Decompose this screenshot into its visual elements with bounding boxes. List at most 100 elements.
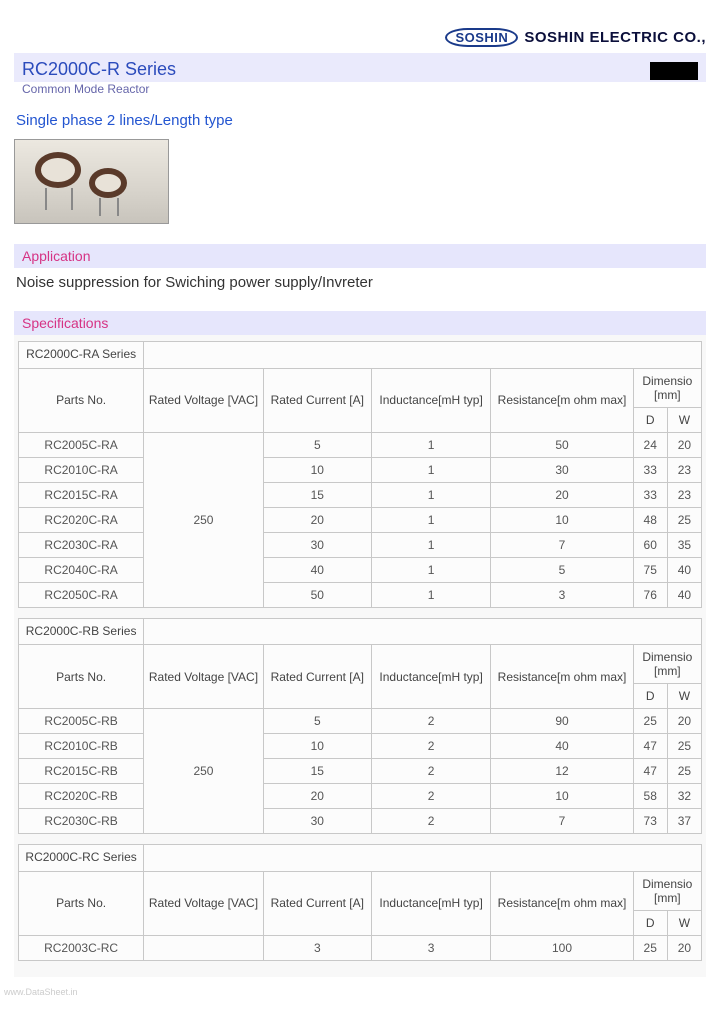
cell-w: 25 [667, 734, 701, 759]
cell-part: RC2020C-RA [19, 507, 144, 532]
phase-heading: Single phase 2 lines/Length type [16, 112, 706, 129]
col-w: W [667, 684, 701, 709]
cell-d: 60 [633, 532, 667, 557]
cell-part: RC2003C-RC [19, 935, 144, 960]
cell-d: 47 [633, 734, 667, 759]
cell-d: 76 [633, 582, 667, 607]
cell-resistance: 30 [491, 457, 633, 482]
cell-inductance: 1 [371, 557, 491, 582]
header-block [650, 62, 698, 80]
spec-table: RC2000C-RB SeriesParts No.Rated Voltage … [18, 618, 702, 835]
col-inductance: Inductance[mH typ] [371, 368, 491, 432]
cell-w: 37 [667, 809, 701, 834]
cell-inductance: 3 [371, 935, 491, 960]
cell-current: 40 [263, 557, 371, 582]
cell-current: 30 [263, 809, 371, 834]
col-d: D [633, 407, 667, 432]
cell-w: 25 [667, 507, 701, 532]
cell-current: 10 [263, 734, 371, 759]
cell-part: RC2020C-RB [19, 784, 144, 809]
table-row: RC2020C-RB202105832 [19, 784, 702, 809]
col-w: W [667, 910, 701, 935]
col-w: W [667, 407, 701, 432]
subtitle: Common Mode Reactor [14, 82, 706, 96]
table-row: RC2020C-RA201104825 [19, 507, 702, 532]
application-text: Noise suppression for Swiching power sup… [14, 268, 706, 307]
cell-w: 32 [667, 784, 701, 809]
cell-inductance: 1 [371, 507, 491, 532]
col-current: Rated Current [A] [263, 645, 371, 709]
series-header-blank [144, 845, 702, 872]
cell-resistance: 90 [491, 709, 633, 734]
col-inductance: Inductance[mH typ] [371, 645, 491, 709]
cell-part: RC2015C-RA [19, 482, 144, 507]
cell-resistance: 10 [491, 507, 633, 532]
cell-w: 20 [667, 935, 701, 960]
cell-resistance: 5 [491, 557, 633, 582]
cell-w: 35 [667, 532, 701, 557]
cell-voltage: 250 [144, 709, 264, 834]
table-row: RC2015C-RA151203323 [19, 482, 702, 507]
cell-current: 5 [263, 432, 371, 457]
col-current: Rated Current [A] [263, 368, 371, 432]
table-row: RC2050C-RA 50137640 [19, 582, 702, 607]
series-name-cell: RC2000C-RA Series [19, 342, 144, 369]
cell-current: 50 [263, 582, 371, 607]
cell-inductance: 1 [371, 482, 491, 507]
table-row: RC2015C-RB152124725 [19, 759, 702, 784]
table-row: RC2030C-RB30277337 [19, 809, 702, 834]
section-application: Application [14, 244, 706, 268]
col-voltage: Rated Voltage [VAC] [144, 645, 264, 709]
toroid-icon [35, 152, 81, 188]
cell-inductance: 1 [371, 532, 491, 557]
company-logo-row: SOSHIN SOSHIN ELECTRIC CO., [14, 28, 706, 47]
table-row: RC2030C-RA30176035 [19, 532, 702, 557]
cell-d: 58 [633, 784, 667, 809]
spec-table: RC2000C-RC SeriesParts No.Rated Voltage … [18, 844, 702, 961]
cell-d: 47 [633, 759, 667, 784]
cell-resistance: 3 [491, 582, 633, 607]
cell-part: RC2010C-RB [19, 734, 144, 759]
cell-resistance: 40 [491, 734, 633, 759]
series-name-cell: RC2000C-RC Series [19, 845, 144, 872]
col-dimension: Dimensio [mm] [633, 645, 701, 684]
watermark: www.DataSheet.in [0, 987, 720, 997]
col-resistance: Resistance[m ohm max] [491, 368, 633, 432]
cell-w: 40 [667, 582, 701, 607]
cell-d: 25 [633, 935, 667, 960]
cell-d: 33 [633, 482, 667, 507]
cell-voltage: 250 [144, 432, 264, 607]
cell-d: 25 [633, 709, 667, 734]
cell-w: 25 [667, 759, 701, 784]
cell-part: RC2050C-RA [19, 582, 144, 607]
col-resistance: Resistance[m ohm max] [491, 871, 633, 935]
cell-d: 24 [633, 432, 667, 457]
cell-resistance: 10 [491, 784, 633, 809]
product-image [14, 139, 169, 224]
cell-part: RC2040C-RA [19, 557, 144, 582]
col-parts: Parts No. [19, 645, 144, 709]
cell-inductance: 1 [371, 582, 491, 607]
col-parts: Parts No. [19, 368, 144, 432]
cell-resistance: 7 [491, 532, 633, 557]
cell-resistance: 7 [491, 809, 633, 834]
table-row: RC2010C-RB102404725 [19, 734, 702, 759]
cell-current: 3 [263, 935, 371, 960]
cell-resistance: 100 [491, 935, 633, 960]
cell-inductance: 2 [371, 784, 491, 809]
col-dimension: Dimensio [mm] [633, 871, 701, 910]
cell-resistance: 12 [491, 759, 633, 784]
cell-inductance: 1 [371, 457, 491, 482]
table-row: RC2005C-RB25052902520 [19, 709, 702, 734]
col-current: Rated Current [A] [263, 871, 371, 935]
cell-current: 15 [263, 482, 371, 507]
cell-current: 10 [263, 457, 371, 482]
cell-w: 23 [667, 457, 701, 482]
cell-part: RC2005C-RA [19, 432, 144, 457]
series-name-cell: RC2000C-RB Series [19, 618, 144, 645]
cell-inductance: 2 [371, 709, 491, 734]
table-row: RC2040C-RA40157540 [19, 557, 702, 582]
cell-resistance: 50 [491, 432, 633, 457]
spec-tables-wrap: RC2000C-RA SeriesParts No.Rated Voltage … [14, 335, 706, 977]
cell-w: 20 [667, 709, 701, 734]
